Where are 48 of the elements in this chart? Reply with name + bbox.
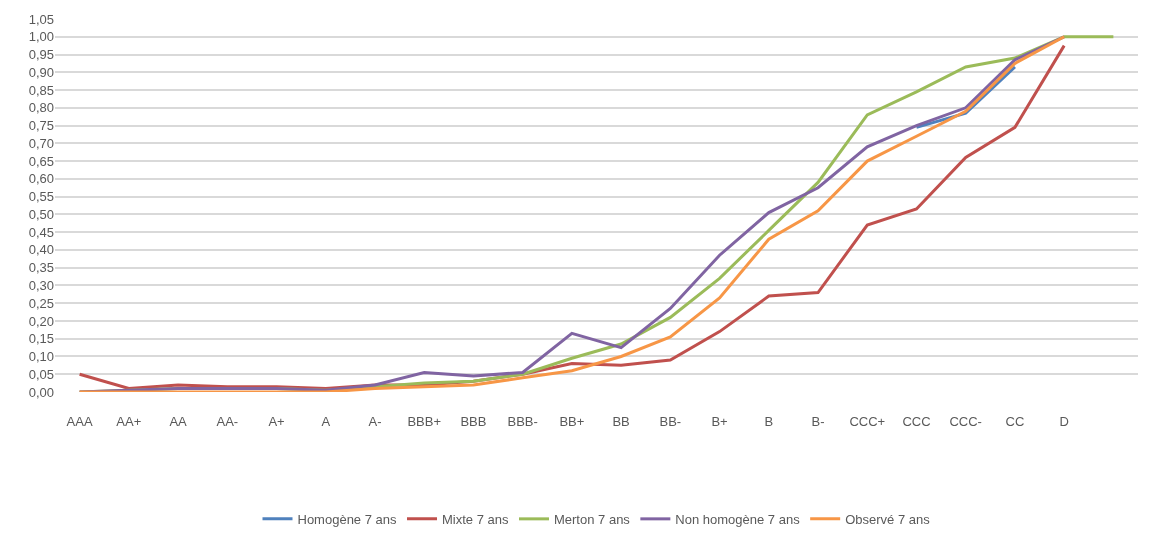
legend-label: Non homogène 7 ans — [675, 511, 801, 527]
x-tick-label: D — [1059, 414, 1069, 429]
y-tick-label: 0,60 — [28, 171, 54, 187]
y-tick-label: 0,40 — [28, 242, 54, 258]
x-tick-label: B — [764, 414, 774, 429]
y-tick-label: 0,75 — [28, 118, 54, 134]
y-tick-label: 0,10 — [28, 349, 54, 365]
x-tick-label: BBB+ — [407, 414, 441, 429]
x-tick-label: AA — [169, 414, 188, 429]
y-tick-label: 1,00 — [28, 29, 54, 45]
y-tick-label: 0,00 — [28, 384, 54, 400]
x-tick-label: BB- — [659, 414, 682, 429]
x-tick-label: BBB — [460, 414, 487, 429]
x-tick-label: CCC- — [949, 414, 982, 429]
x-tick-label: A- — [368, 414, 382, 429]
y-tick-label: 0,05 — [28, 366, 54, 382]
legend-label: Merton 7 ans — [553, 511, 631, 527]
y-tick-label: 0,25 — [28, 295, 54, 311]
x-tick-label: A+ — [268, 414, 285, 429]
y-tick-label: 0,35 — [28, 260, 54, 276]
y-tick-label: 0,85 — [28, 82, 54, 98]
y-tick-label: 1,05 — [28, 11, 54, 27]
y-tick-label: 0,30 — [28, 277, 54, 293]
y-tick-label: 0,95 — [28, 47, 54, 63]
x-tick-label: BBB- — [507, 414, 538, 429]
y-tick-label: 0,45 — [28, 224, 54, 240]
legend-label: Mixte 7 ans — [442, 511, 509, 527]
legend-label: Observé 7 ans — [845, 511, 931, 527]
y-tick-label: 0,55 — [28, 189, 54, 205]
x-tick-label: AA+ — [116, 414, 142, 429]
y-tick-label: 0,65 — [28, 153, 54, 169]
x-tick-label: AA- — [216, 414, 239, 429]
x-tick-label: B+ — [711, 414, 728, 429]
x-tick-label: A — [321, 414, 331, 429]
y-tick-label: 0,80 — [28, 100, 54, 116]
y-tick-label: 0,15 — [28, 331, 54, 347]
x-tick-label: AAA — [66, 414, 93, 429]
x-tick-label: B- — [811, 414, 825, 429]
y-tick-label: 0,20 — [28, 313, 54, 329]
y-tick-label: 0,50 — [28, 206, 54, 222]
y-tick-label: 0,90 — [28, 64, 54, 80]
x-tick-label: CCC — [902, 414, 931, 429]
x-tick-label: CCC+ — [849, 414, 886, 429]
x-tick-label: CC — [1005, 414, 1025, 429]
x-tick-label: BB+ — [559, 414, 585, 429]
x-tick-label: BB — [612, 414, 630, 429]
legend-label: Homogène 7 ans — [297, 511, 398, 527]
y-tick-label: 0,70 — [28, 135, 54, 151]
